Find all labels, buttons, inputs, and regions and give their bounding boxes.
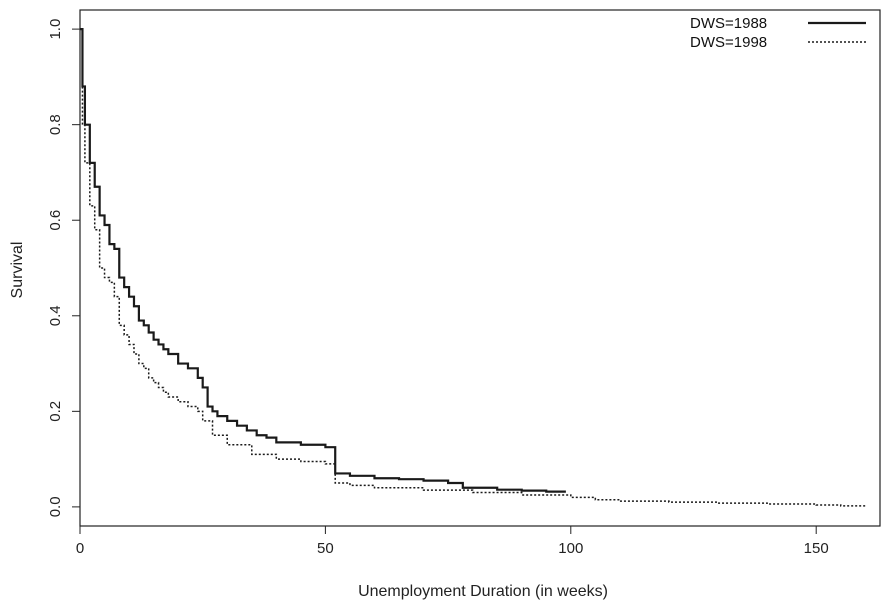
y-axis-label: Survival xyxy=(9,242,26,299)
x-tick-label: 100 xyxy=(558,540,583,557)
y-tick-label: 1.0 xyxy=(47,19,64,40)
x-tick-label: 150 xyxy=(804,540,829,557)
legend-label-1998: DWS=1998 xyxy=(690,34,767,51)
series-layer xyxy=(80,28,867,507)
y-tick-label: 0.0 xyxy=(47,496,64,517)
legend-label-1988: DWS=1988 xyxy=(690,15,767,32)
x-tick-label: 50 xyxy=(317,540,334,557)
y-axis: 0.0 0.2 0.4 0.6 0.8 1.0 xyxy=(47,19,80,517)
series-line-dws-1998 xyxy=(80,28,867,507)
y-tick-label: 0.4 xyxy=(47,305,64,326)
y-tick-label: 0.8 xyxy=(47,114,64,135)
y-tick-label: 0.6 xyxy=(47,210,64,231)
x-axis-label: Unemployment Duration (in weeks) xyxy=(358,583,608,600)
series-line-dws-1988 xyxy=(80,28,566,493)
y-tick-label: 0.2 xyxy=(47,401,64,422)
x-axis: 0 50 100 150 xyxy=(76,526,829,557)
x-tick-label: 0 xyxy=(76,540,84,557)
legend: DWS=1988 DWS=1998 xyxy=(690,15,866,51)
plot-frame xyxy=(79,9,881,527)
